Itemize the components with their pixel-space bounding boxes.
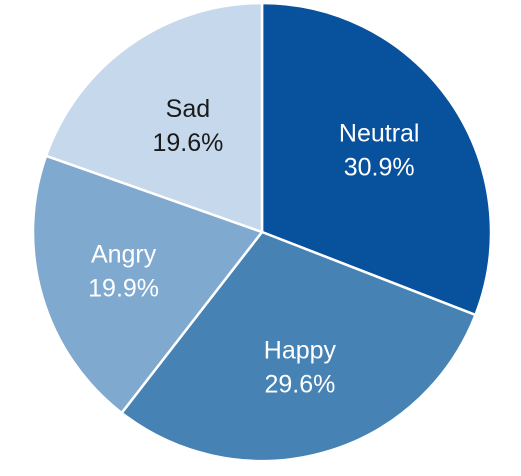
slices-layer (31, 1, 493, 463)
slice-value-sad: 19.6% (152, 129, 223, 157)
pie-slice-sad (44, 1, 264, 234)
pie-slice-happy (120, 230, 477, 463)
slice-value-angry: 19.9% (88, 274, 159, 302)
slice-value-neutral: 30.9% (344, 153, 415, 181)
slice-label-neutral: Neutral (339, 119, 420, 147)
slice-label-happy: Happy (264, 336, 337, 364)
labels-layer: Neutral 30.9% Happy 29.6% Angry 19.9% Sad 19.6% (88, 95, 420, 398)
pie-slice-neutral (260, 1, 493, 317)
slice-value-happy: 29.6% (264, 370, 335, 398)
slice-label-angry: Angry (91, 240, 157, 268)
slice-label-sad: Sad (166, 95, 210, 123)
pie-slice-angry (31, 154, 264, 415)
